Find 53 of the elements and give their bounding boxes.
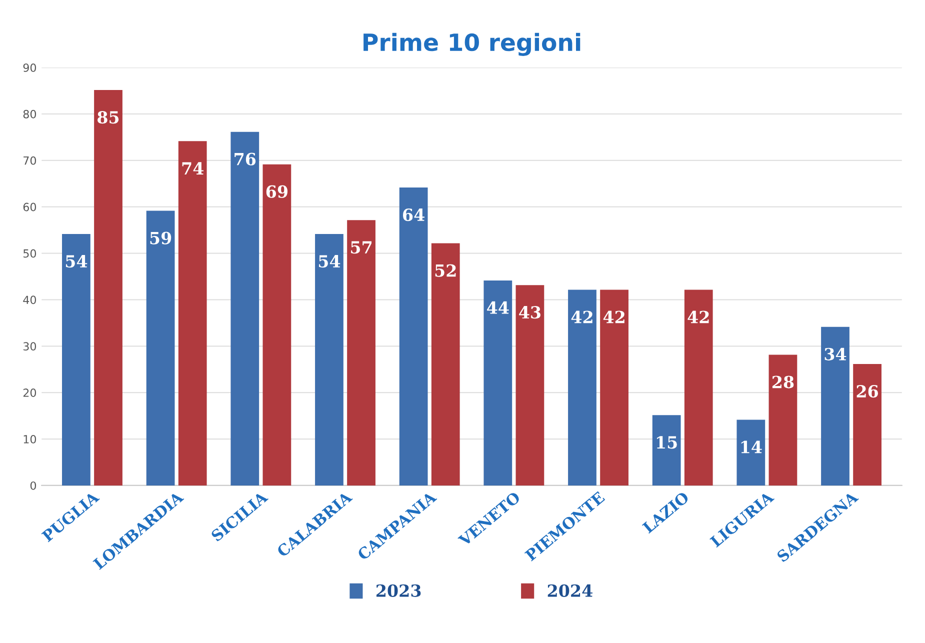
- y-tick-label: 10: [24, 435, 36, 444]
- bar: [62, 234, 90, 486]
- data-label: 28: [772, 376, 794, 388]
- data-label: 42: [688, 310, 709, 324]
- bar: [684, 290, 713, 486]
- bar: [516, 285, 544, 486]
- data-label: 42: [571, 310, 592, 324]
- bar: [399, 188, 428, 486]
- bar: [853, 364, 882, 486]
- y-tick-label: 80: [23, 110, 36, 118]
- bar: [652, 415, 681, 486]
- data-label: 85: [98, 111, 119, 124]
- data-label: 14: [741, 440, 762, 454]
- bar: [178, 141, 207, 486]
- data-label: 57: [351, 241, 372, 254]
- data-label: 43: [519, 306, 540, 319]
- bar: [821, 326, 850, 486]
- bar: [600, 290, 628, 486]
- bar: [768, 354, 798, 486]
- data-label: 54: [66, 254, 88, 268]
- bar: [315, 234, 344, 486]
- data-label: 64: [403, 208, 424, 222]
- data-label: 74: [182, 162, 204, 174]
- data-label: 59: [150, 232, 172, 244]
- bar: [230, 132, 260, 486]
- bar: [736, 420, 766, 486]
- bar: [146, 210, 175, 486]
- data-label: 54: [318, 254, 340, 268]
- bar: [347, 220, 376, 486]
- y-tick-label: 30: [23, 342, 36, 351]
- data-label: 34: [824, 348, 846, 360]
- y-tick-label: 40: [23, 296, 36, 304]
- y-tick-label: 70: [24, 156, 36, 165]
- y-tick-label: 20: [23, 388, 36, 397]
- chart-title: Prime 10 regioni: [364, 32, 580, 56]
- bar: [484, 280, 512, 486]
- y-tick-label: 60: [23, 202, 36, 212]
- data-label: 44: [486, 301, 509, 314]
- bar: [431, 243, 460, 486]
- y-tick-label: 0: [30, 481, 36, 490]
- legend-label: 2023: [376, 584, 421, 597]
- data-label: 15: [657, 436, 677, 449]
- legend-label: 2024: [548, 584, 592, 597]
- data-label: 76: [234, 152, 256, 166]
- y-tick-label: 50: [23, 249, 36, 258]
- y-tick-label: 90: [23, 63, 36, 72]
- data-label: 26: [856, 385, 878, 398]
- data-label: 42: [603, 310, 624, 324]
- bar: [262, 164, 292, 486]
- data-label: 52: [435, 264, 456, 277]
- data-label: 69: [266, 185, 288, 198]
- bar: [568, 290, 596, 486]
- bar: [94, 90, 122, 486]
